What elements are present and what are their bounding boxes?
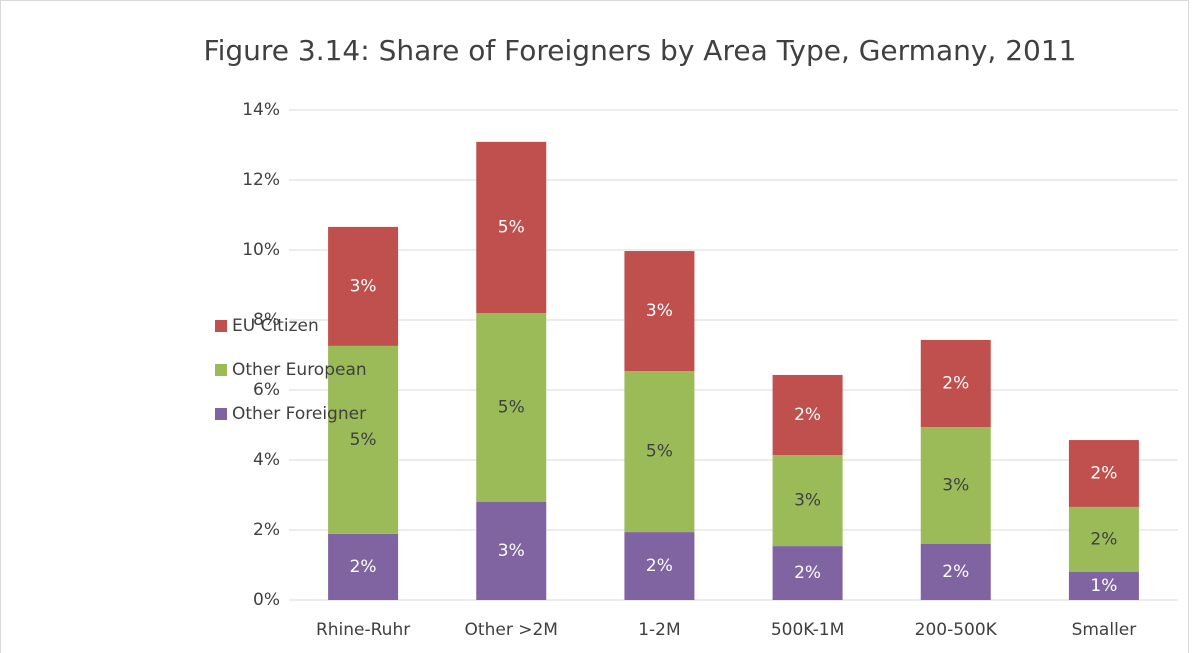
y-tick-label: 14% xyxy=(242,100,280,120)
bar-segment xyxy=(476,502,547,600)
bar-segment xyxy=(1068,572,1139,600)
data-label: 2% xyxy=(942,374,969,394)
bar-segment xyxy=(1068,440,1139,507)
legend-label: EU Citizen xyxy=(232,316,319,336)
data-label: 2% xyxy=(794,405,821,425)
y-tick-label: 0% xyxy=(253,590,280,610)
bar-segment xyxy=(920,427,991,544)
legend-swatch xyxy=(215,364,227,376)
data-label: 3% xyxy=(942,476,969,496)
x-tick-label: Rhine-Ruhr xyxy=(316,620,410,640)
data-label: 2% xyxy=(1090,529,1117,549)
data-label: 5% xyxy=(498,217,525,237)
bar-segment xyxy=(1068,506,1139,572)
bar-segment xyxy=(772,546,843,600)
bar-segment xyxy=(476,313,547,502)
data-label: 2% xyxy=(1090,463,1117,483)
legend-swatch xyxy=(215,320,227,332)
data-label: 3% xyxy=(498,541,525,561)
data-label: 3% xyxy=(794,491,821,511)
data-label: 5% xyxy=(498,398,525,418)
x-tick-label: 500K-1M xyxy=(771,620,844,640)
x-tick-label: Other >2M xyxy=(465,620,558,640)
y-tick-label: 6% xyxy=(253,380,280,400)
data-label: 1% xyxy=(1090,576,1117,596)
bar-segment xyxy=(328,226,399,346)
chart-title: Figure 3.14: Share of Foreigners by Area… xyxy=(204,34,1077,67)
legend-label: Other Foreigner xyxy=(232,404,366,424)
x-tick-label: Smaller xyxy=(1072,620,1137,640)
data-label: 3% xyxy=(646,301,673,321)
data-label: 2% xyxy=(646,556,673,576)
bar-segment xyxy=(624,532,695,600)
bar-segment xyxy=(476,141,547,313)
data-label: 2% xyxy=(794,563,821,583)
bar-segment xyxy=(328,533,399,600)
data-label: 2% xyxy=(350,557,377,577)
data-label: 5% xyxy=(350,430,377,450)
bar-segment xyxy=(624,251,695,372)
y-tick-label: 12% xyxy=(242,170,280,190)
y-tick-label: 4% xyxy=(253,450,280,470)
data-label: 3% xyxy=(350,276,377,296)
y-tick-label: 10% xyxy=(242,240,280,260)
data-label: 2% xyxy=(942,562,969,582)
bar-segment xyxy=(328,345,399,534)
data-label: 5% xyxy=(646,442,673,462)
x-tick-label: 1-2M xyxy=(638,620,680,640)
bar-segment xyxy=(920,339,991,428)
y-tick-label: 2% xyxy=(253,520,280,540)
bar-segment xyxy=(920,544,991,600)
x-tick-label: 200-500K xyxy=(915,620,998,640)
bar-segment xyxy=(624,371,695,533)
bar-segment xyxy=(772,455,843,547)
bar-segment xyxy=(772,374,843,456)
legend-swatch xyxy=(215,408,227,420)
y-tick-label: 8% xyxy=(253,310,280,330)
legend-label: Other European xyxy=(232,360,367,380)
